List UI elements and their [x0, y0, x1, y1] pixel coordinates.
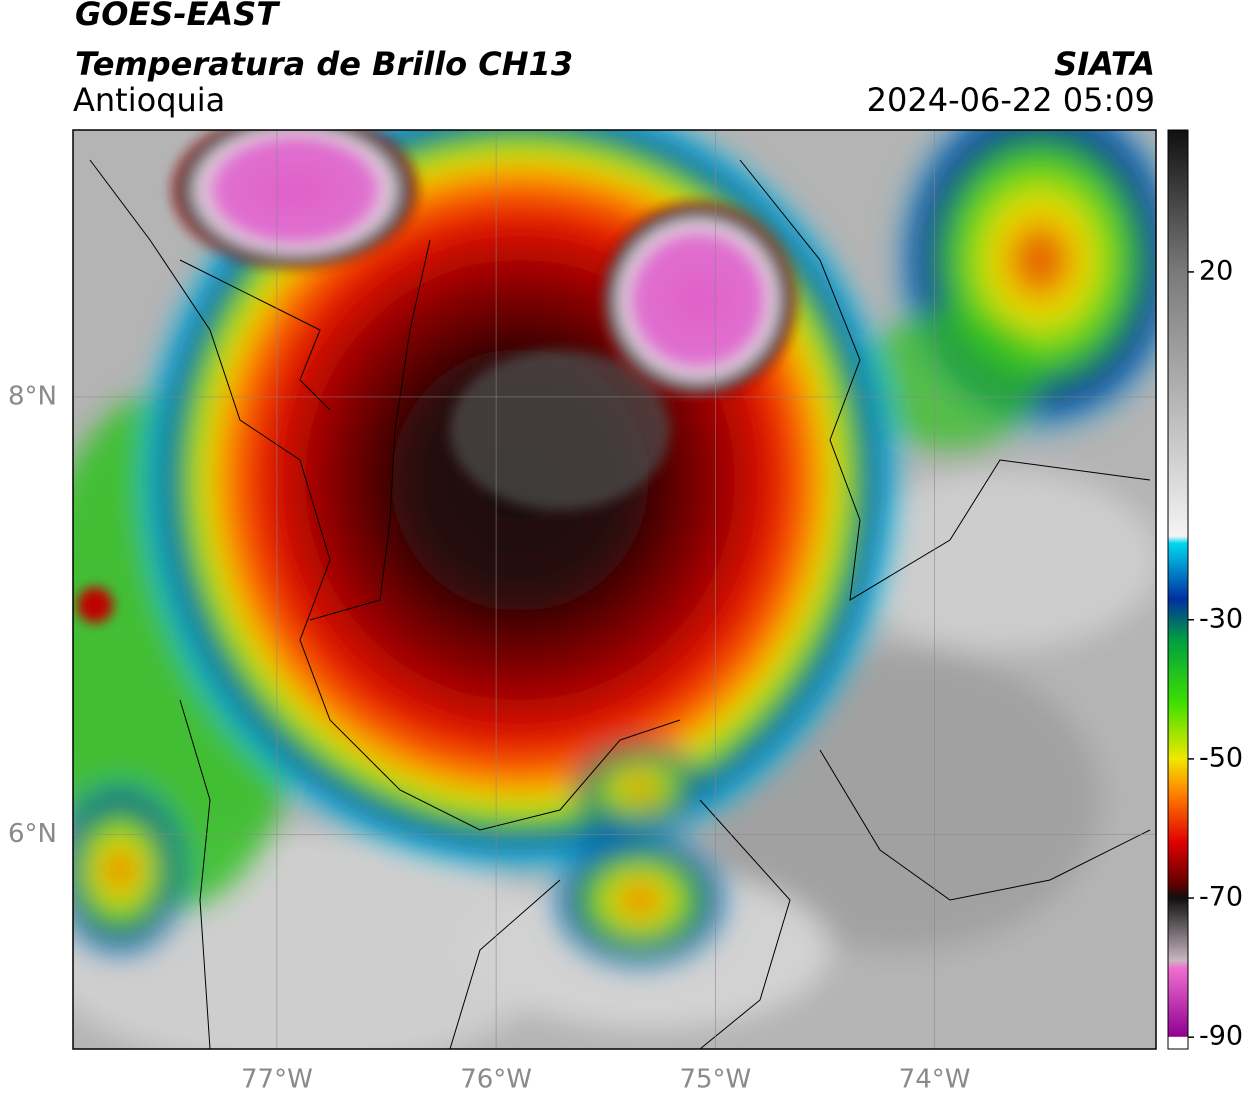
map-frame: [72, 129, 1157, 1050]
x-tick-label: 77°W: [241, 1065, 313, 1095]
datetime: 2024-06-22 05:09: [867, 81, 1155, 119]
colorbar-tick-label: -50: [1199, 742, 1243, 773]
x-tick-label: 75°W: [679, 1065, 751, 1095]
colorbar-tick-label: -30: [1199, 603, 1243, 634]
source: SIATA: [1054, 45, 1155, 83]
x-tick-label: 74°W: [899, 1065, 971, 1095]
colorbar-tick-label: 20: [1199, 255, 1233, 286]
x-tick-label: 76°W: [460, 1065, 532, 1095]
title: GOES-EAST: [75, 0, 280, 33]
region: Antioquia: [73, 81, 225, 119]
satellite-image: [73, 130, 1156, 1049]
colorbar-tick-label: -70: [1199, 882, 1243, 913]
subtitle: Temperatura de Brillo CH13: [75, 45, 573, 83]
y-tick-label: 6°N: [8, 819, 57, 849]
y-tick-label: 8°N: [8, 381, 57, 411]
colorbar: [1167, 129, 1189, 1050]
colorbar-tick-label: -90: [1199, 1021, 1243, 1052]
